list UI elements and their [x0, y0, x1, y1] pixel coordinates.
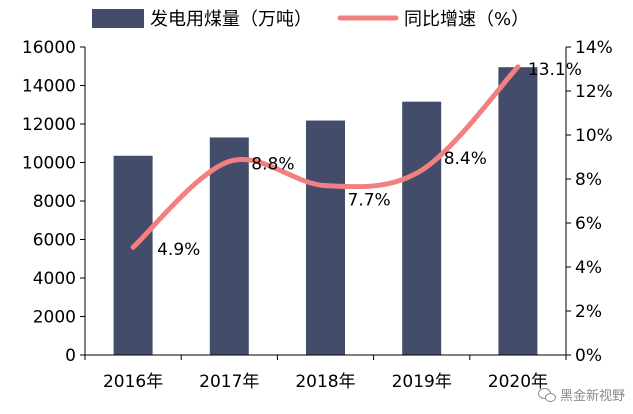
x-tick-label: 2016年: [103, 372, 163, 392]
growth-line: [130, 64, 521, 250]
y-left-tick-label: 8000: [33, 192, 76, 212]
x-tick-label: 2019年: [392, 372, 452, 392]
bar-3: [402, 101, 442, 355]
bar-1: [209, 137, 249, 355]
bar-4: [498, 67, 538, 356]
y-left-tick-label: 2000: [33, 308, 76, 328]
y-left-tick-label: 12000: [22, 115, 76, 135]
y-left-tick-label: 16000: [22, 38, 76, 58]
line-data-label: 13.1%: [528, 60, 582, 80]
y-right-tick-label: 2%: [575, 302, 602, 322]
y-right-tick-label: 6%: [575, 214, 602, 234]
bar-0: [113, 155, 153, 355]
legend-line-label: 同比增速（%）: [404, 9, 529, 30]
y-left-tick-label: 6000: [33, 231, 76, 251]
x-tick-label: 2018年: [295, 372, 355, 392]
y-right-tick-label: 4%: [575, 258, 602, 278]
y-left-tick-label: 14000: [22, 77, 76, 97]
y-right-tick-label: 8%: [575, 170, 602, 190]
line-data-label: 4.9%: [157, 240, 200, 260]
y-left-tick-label: 4000: [33, 269, 76, 289]
watermark: 黑金新视野: [537, 385, 625, 404]
y-right-tick-label: 14%: [575, 38, 613, 58]
line-data-label: 7.7%: [348, 191, 391, 211]
y-right-tick-label: 10%: [575, 126, 613, 146]
legend-bar-label: 发电用煤量（万吨）: [150, 9, 312, 30]
y-left-tick-label: 0: [65, 346, 76, 366]
y-right-tick-label: 0%: [575, 346, 602, 366]
watermark-text: 黑金新视野: [559, 389, 625, 404]
bar-2: [306, 120, 345, 355]
line-data-label: 8.8%: [251, 154, 294, 174]
x-tick-label: 2020年: [488, 372, 548, 392]
wechat-icon: [537, 387, 556, 402]
legend-bar-swatch: [92, 9, 144, 28]
y-right-tick-label: 12%: [575, 82, 613, 102]
x-tick-label: 2017年: [199, 372, 259, 392]
y-left-tick-label: 10000: [22, 154, 76, 174]
line-data-label: 8.4%: [444, 149, 487, 169]
